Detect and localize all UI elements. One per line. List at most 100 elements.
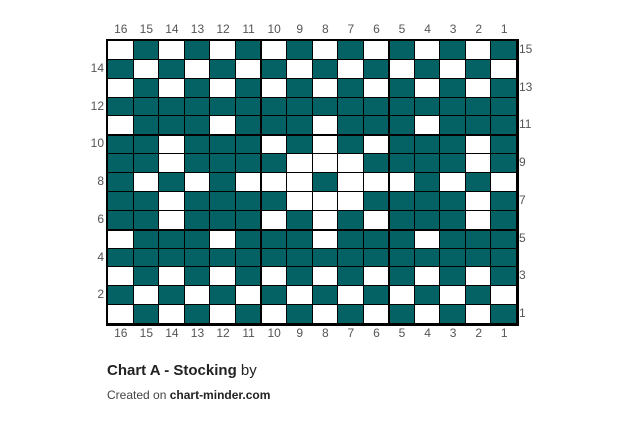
stitch-cell — [414, 305, 441, 324]
stitch-cell — [286, 59, 313, 79]
stitch-cell — [414, 41, 441, 60]
row-number-right: 13 — [519, 79, 533, 94]
stitch-cell — [261, 41, 287, 60]
stitch-cell — [363, 41, 390, 60]
stitch-cell — [184, 135, 211, 155]
column-number-bottom: 8 — [321, 326, 329, 340]
stitch-cell — [108, 286, 134, 306]
stitch-cell — [184, 248, 211, 268]
stitch-cell — [159, 135, 185, 155]
column-number-top: 3 — [449, 22, 457, 36]
stitch-cell — [363, 286, 390, 306]
stitch-cell — [133, 267, 160, 287]
created-on-text: Created on — [107, 388, 167, 402]
stitch-cell — [184, 191, 211, 211]
stitch-cell — [363, 210, 390, 230]
column-number-top: 14 — [165, 22, 179, 36]
stitch-cell — [286, 41, 313, 60]
stitch-cell — [159, 41, 185, 60]
stitch-cell — [312, 116, 339, 136]
stitch-cell — [414, 116, 441, 136]
column-number-bottom: 15 — [139, 326, 154, 340]
stitch-cell — [286, 135, 313, 155]
stitch-cell — [108, 78, 134, 98]
stitch-cell — [184, 97, 211, 117]
stitch-cell — [440, 135, 466, 155]
stitch-cell — [108, 229, 134, 249]
column-number-top: 13 — [190, 22, 205, 36]
stitch-cell — [465, 154, 492, 174]
stitch-cell — [440, 41, 466, 60]
stitch-cell — [338, 286, 364, 306]
column-number-bottom: 7 — [347, 326, 355, 340]
stitch-cell — [338, 97, 364, 117]
stitch-cell — [159, 305, 185, 324]
stitch-cell — [133, 78, 160, 98]
stitch-cell — [389, 267, 415, 287]
stitch-cell — [133, 59, 160, 79]
stitch-cell — [286, 286, 313, 306]
stitch-cell — [108, 135, 134, 155]
stitch-cell — [491, 78, 517, 98]
stitch-cell — [286, 173, 313, 192]
stitch-cell — [159, 116, 185, 136]
stitch-cell — [440, 97, 466, 117]
stitch-cell — [108, 305, 134, 324]
stitch-cell — [363, 267, 390, 287]
stitch-cell — [312, 248, 339, 268]
column-number-bottom: 4 — [424, 326, 431, 340]
stitch-cell — [286, 154, 313, 174]
stitch-cell — [491, 135, 517, 155]
grid-divider — [108, 228, 517, 231]
stitch-cell — [108, 210, 134, 230]
row-number-right: 3 — [519, 268, 526, 283]
stitch-cell — [235, 135, 262, 155]
stitch-cell — [389, 229, 415, 249]
stitch-cell — [159, 154, 185, 174]
stitch-cell — [184, 59, 211, 79]
stitch-cell — [184, 229, 211, 249]
stitch-cell — [286, 229, 313, 249]
stitch-cell — [184, 116, 211, 136]
stitch-cell — [210, 97, 236, 117]
column-number-bottom: 2 — [475, 326, 482, 340]
stitch-cell — [465, 229, 492, 249]
stitch-cell — [261, 229, 287, 249]
column-number-top: 6 — [373, 22, 380, 36]
stitch-cell — [184, 286, 211, 306]
stitch-cell — [261, 210, 287, 230]
stitch-cell — [440, 116, 466, 136]
stitch-cell — [338, 210, 364, 230]
knitting-chart-grid — [106, 39, 519, 326]
stitch-cell — [414, 97, 441, 117]
row-number-right: 15 — [519, 42, 533, 56]
grid-divider — [108, 134, 517, 137]
site-link[interactable]: chart-minder.com — [169, 388, 271, 402]
stitch-cell — [414, 173, 441, 192]
stitch-cell — [414, 267, 441, 287]
stitch-cell — [312, 41, 339, 60]
stitch-cell — [312, 78, 339, 98]
stitch-cell — [286, 97, 313, 117]
row-number-right: 1 — [519, 306, 526, 321]
stitch-cell — [210, 305, 236, 324]
row-number-left: 4 — [97, 249, 104, 264]
stitch-cell — [491, 97, 517, 117]
stitch-cell — [261, 97, 287, 117]
stitch-cell — [108, 154, 134, 174]
stitch-cell — [210, 78, 236, 98]
row-number-right: 7 — [519, 192, 526, 207]
row-number-left: 8 — [97, 174, 104, 189]
column-number-bottom: 10 — [267, 326, 281, 340]
column-number-top: 9 — [296, 22, 304, 36]
stitch-cell — [389, 173, 415, 192]
stitch-cell — [286, 210, 313, 230]
stitch-cell — [465, 135, 492, 155]
stitch-cell — [261, 191, 287, 211]
stitch-cell — [133, 286, 160, 306]
column-number-bottom: 12 — [216, 326, 230, 340]
stitch-cell — [440, 173, 466, 192]
column-number-top: 2 — [475, 22, 482, 36]
column-number-bottom: 5 — [398, 326, 406, 340]
stitch-cell — [312, 229, 339, 249]
